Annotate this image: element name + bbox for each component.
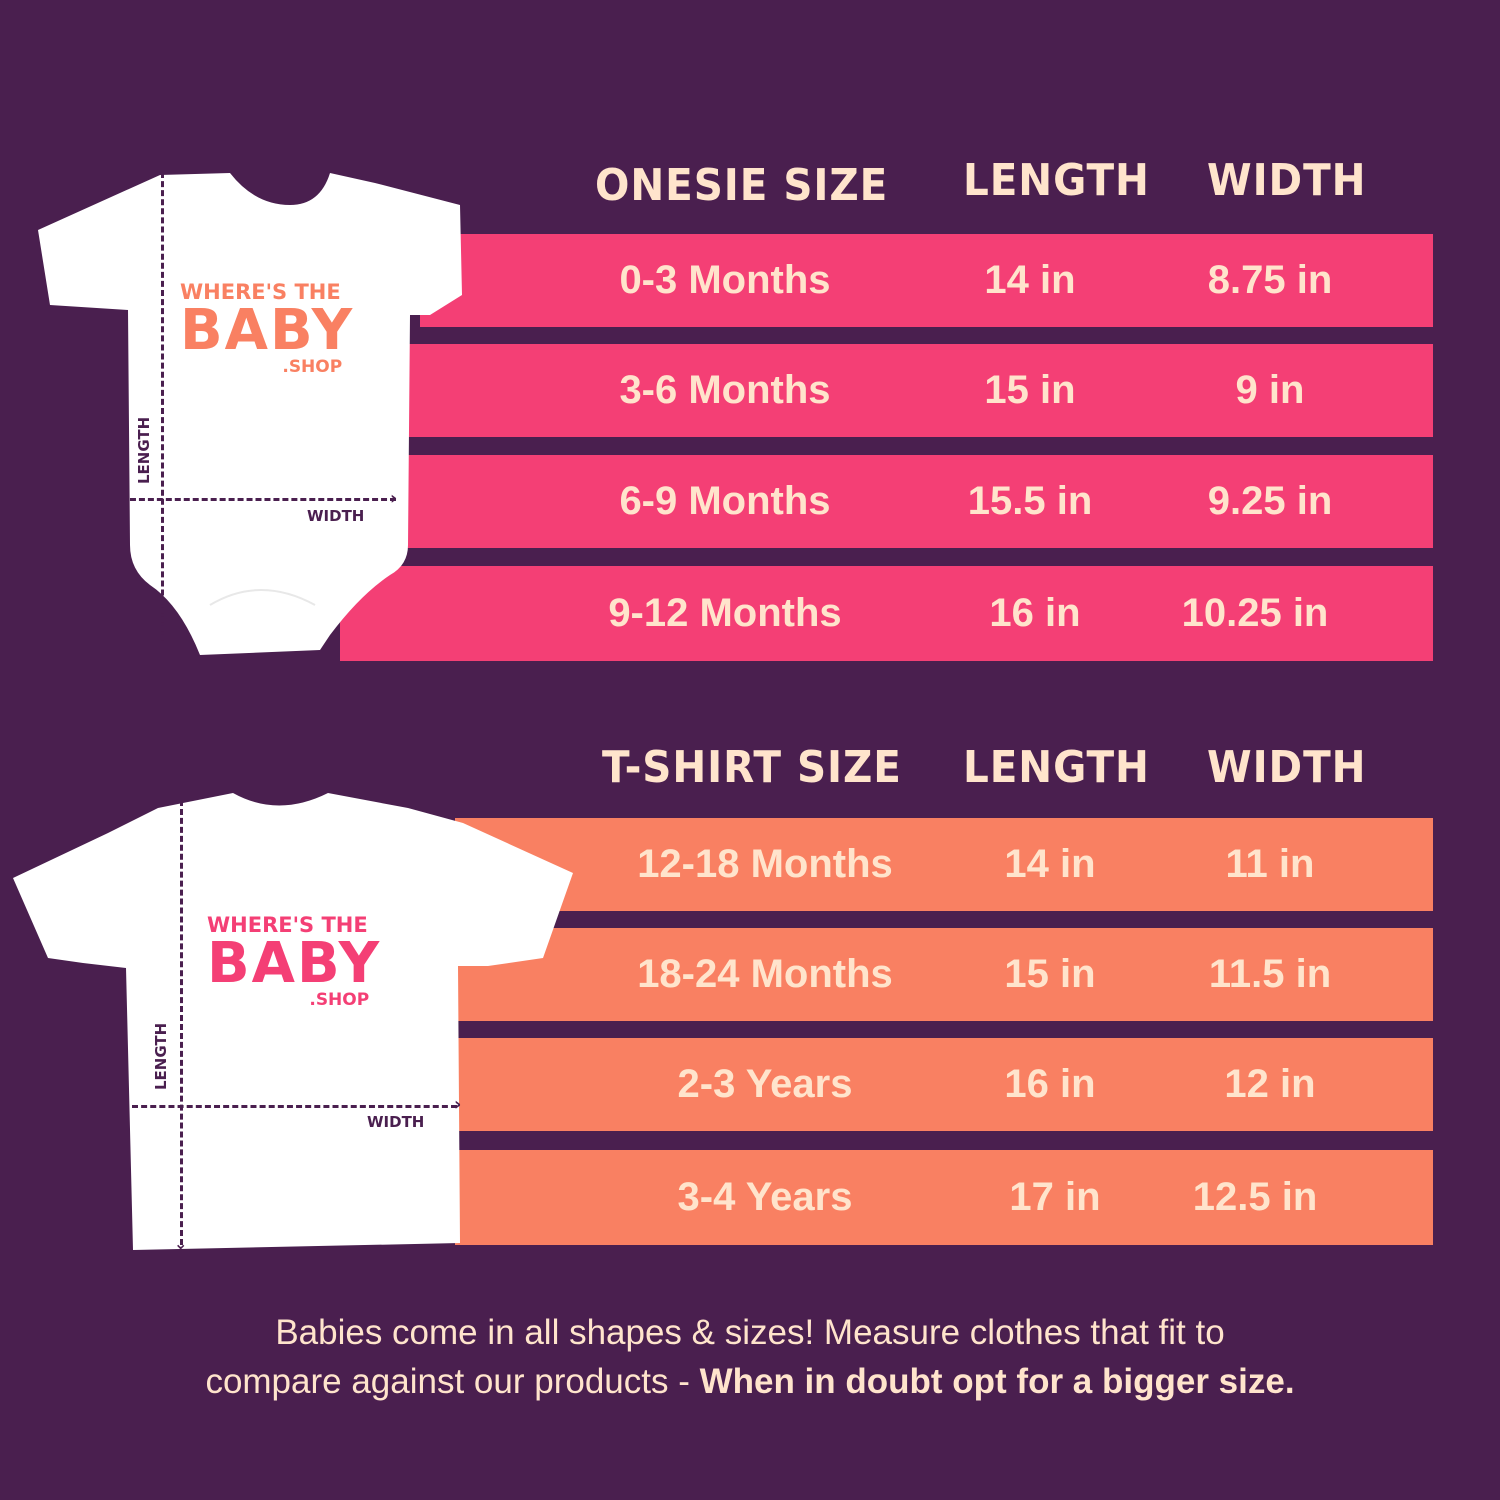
width-cell: 11 in xyxy=(1225,842,1315,886)
logo-line1: WHERE'S THE xyxy=(207,913,368,937)
tshirt-row: 18-24 Months 15 in 11.5 in xyxy=(455,928,1433,1021)
onesie-width-header: WIDTH xyxy=(1207,155,1367,206)
size-cell: 0-3 Months xyxy=(619,258,831,302)
size-cell: 3-6 Months xyxy=(619,368,831,412)
length-cell: 14 in xyxy=(1004,842,1096,886)
onesie-row: 0-3 Months 14 in 8.75 in xyxy=(420,234,1433,327)
tshirt-row: 2-3 Years 16 in 12 in xyxy=(455,1038,1433,1131)
width-cell: 11.5 in xyxy=(1208,952,1332,996)
size-cell: 9-12 Months xyxy=(608,591,842,635)
onesie-size-header: ONESIE SIZE xyxy=(595,160,889,211)
width-measure-line xyxy=(132,1105,457,1108)
size-cell: 12-18 Months xyxy=(637,842,893,886)
width-cell: 12.5 in xyxy=(1192,1175,1318,1219)
arrow-down-icon: ⌄ xyxy=(174,1234,188,1253)
width-cell: 8.75 in xyxy=(1207,258,1333,302)
logo-line2: BABY xyxy=(207,931,382,996)
onesie-row: 9-12 Months 16 in 10.25 in xyxy=(340,566,1433,661)
width-label: WIDTH xyxy=(367,1113,425,1131)
onesie-shape xyxy=(38,173,462,655)
width-label: WIDTH xyxy=(307,507,365,525)
width-cell: 9 in xyxy=(1235,368,1305,412)
size-cell: 6-9 Months xyxy=(619,479,831,523)
footer-line2-regular: compare against our products - xyxy=(205,1362,700,1401)
logo-line3: .SHOP xyxy=(309,990,370,1010)
length-label: LENGTH xyxy=(135,416,153,484)
tshirt-width-header: WIDTH xyxy=(1207,742,1367,793)
width-measure-line xyxy=(121,498,396,501)
brand-logo: WHERE'S THE BABY .SHOP xyxy=(207,915,381,1009)
arrow-right-icon: › xyxy=(390,488,398,509)
length-cell: 15 in xyxy=(1004,952,1096,996)
onesie-length-header: LENGTH xyxy=(963,155,1150,206)
tshirt-size-header: T-SHIRT SIZE xyxy=(602,742,902,793)
width-cell: 12 in xyxy=(1224,1062,1316,1106)
tshirt-row: 12-18 Months 14 in 11 in xyxy=(455,818,1433,911)
length-measure-line xyxy=(180,800,183,1245)
length-cell: 16 in xyxy=(1004,1062,1096,1106)
onesie-row: 3-6 Months 15 in 9 in xyxy=(405,344,1433,437)
length-cell: 15 in xyxy=(984,368,1076,412)
length-measure-line xyxy=(161,172,164,650)
footer-note: Babies come in all shapes & sizes! Measu… xyxy=(0,1308,1500,1406)
length-cell: 16 in xyxy=(989,591,1081,635)
length-label: LENGTH xyxy=(152,1022,170,1090)
footer-line1: Babies come in all shapes & sizes! Measu… xyxy=(275,1313,1225,1352)
size-cell: 2-3 Years xyxy=(677,1062,853,1106)
length-cell: 17 in xyxy=(1009,1175,1101,1219)
width-cell: 9.25 in xyxy=(1207,479,1333,523)
tshirt-row: 3-4 Years 17 in 12.5 in xyxy=(455,1150,1433,1245)
length-cell: 15.5 in xyxy=(967,479,1093,523)
footer-line2: compare against our products - When in d… xyxy=(0,1357,1500,1406)
onesie-row: 6-9 Months 15.5 in 9.25 in xyxy=(400,455,1433,548)
width-cell: 10.25 in xyxy=(1181,591,1329,635)
logo-line3: .SHOP xyxy=(282,357,343,377)
footer-emphasis: When in doubt opt for a bigger size. xyxy=(699,1362,1295,1401)
logo-line1: WHERE'S THE xyxy=(180,280,341,304)
length-cell: 14 in xyxy=(984,258,1076,302)
tshirt-shape xyxy=(13,793,573,1250)
logo-line2: BABY xyxy=(180,298,355,363)
size-cell: 18-24 Months xyxy=(637,952,893,996)
size-cell: 3-4 Years xyxy=(677,1175,853,1219)
tshirt-length-header: LENGTH xyxy=(963,742,1150,793)
brand-logo: WHERE'S THE BABY .SHOP xyxy=(180,282,354,376)
arrow-right-icon: › xyxy=(454,1094,462,1115)
